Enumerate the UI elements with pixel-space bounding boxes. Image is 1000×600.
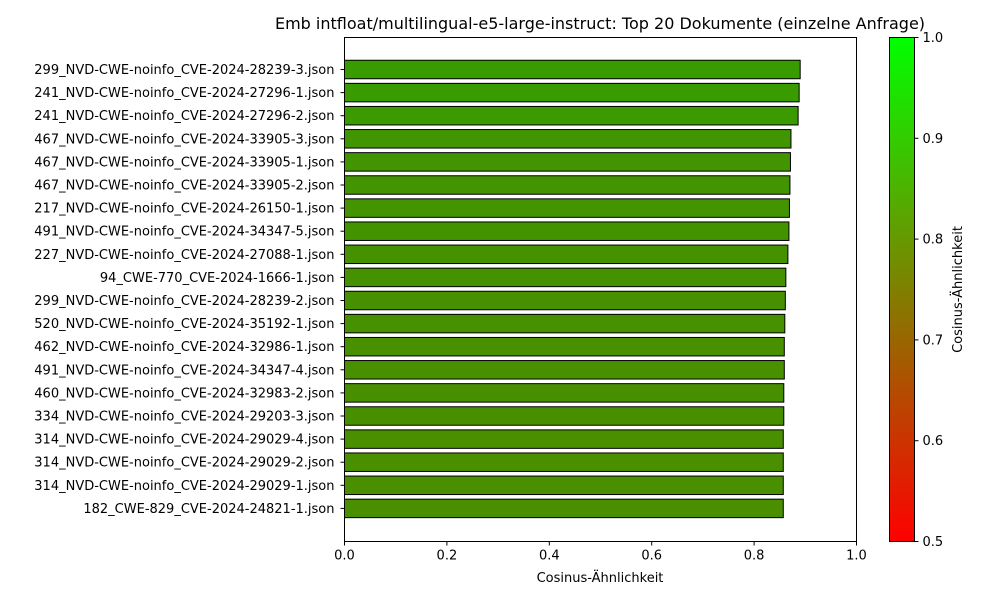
y-tick-label: 94_CWE-770_CVE-2024-1666-1.json xyxy=(100,271,335,286)
bar xyxy=(344,221,790,241)
bar xyxy=(344,59,801,80)
bar xyxy=(344,383,785,403)
y-tick-label: 467_NVD-CWE-noinfo_CVE-2024-33905-3.json xyxy=(34,132,334,147)
bar xyxy=(344,429,784,449)
y-tick-label: 467_NVD-CWE-noinfo_CVE-2024-33905-1.json xyxy=(34,155,334,170)
y-tick-label: 462_NVD-CWE-noinfo_CVE-2024-32986-1.json xyxy=(34,340,334,355)
bar xyxy=(344,267,787,288)
colorbar-gradient xyxy=(889,37,915,542)
bar xyxy=(344,313,786,334)
y-tick-label: 299_NVD-CWE-noinfo_CVE-2024-28239-3.json xyxy=(34,63,334,78)
colorbar-tick-label: 0.9 xyxy=(923,132,944,147)
y-tick-label: 520_NVD-CWE-noinfo_CVE-2024-35192-1.json xyxy=(34,317,334,332)
bar xyxy=(344,336,785,357)
colorbar-tick-label: 0.6 xyxy=(923,434,944,449)
x-axis: 0.0 0.2 0.4 0.6 0.8 1.0 xyxy=(334,541,867,564)
x-tick-label: 0.4 xyxy=(539,549,560,564)
y-tick-label: 467_NVD-CWE-noinfo_CVE-2024-33905-2.json xyxy=(34,179,334,194)
colorbar-label: Cosinus-Ähnlichkeit xyxy=(950,226,966,353)
colorbar-tick-label: 1.0 xyxy=(923,31,944,46)
chart-title: Emb intfloat/multilingual-e5-large-instr… xyxy=(275,14,925,33)
bar xyxy=(344,475,784,496)
y-tick-label: 217_NVD-CWE-noinfo_CVE-2024-26150-1.json xyxy=(34,202,334,217)
x-tick-label: 1.0 xyxy=(846,549,867,564)
bar xyxy=(344,498,784,519)
x-tick-label: 0.0 xyxy=(334,549,355,564)
y-tick-label: 314_NVD-CWE-noinfo_CVE-2024-29029-2.json xyxy=(34,456,334,471)
bar xyxy=(344,406,785,426)
bar xyxy=(344,452,784,472)
y-tick-label: 227_NVD-CWE-noinfo_CVE-2024-27088-1.json xyxy=(34,248,334,263)
bar xyxy=(344,290,786,311)
y-tick-label: 314_NVD-CWE-noinfo_CVE-2024-29029-4.json xyxy=(34,433,334,448)
colorbar-tick-label: 0.8 xyxy=(923,233,944,248)
bar xyxy=(344,152,791,172)
bar xyxy=(344,360,785,380)
x-tick-label: 0.8 xyxy=(744,549,765,564)
y-axis: 299_NVD-CWE-noinfo_CVE-2024-28239-3.json… xyxy=(34,63,345,517)
colorbar: 0.5 0.6 0.7 0.8 0.9 1.0 Cosinus-Ähnlichkeit xyxy=(889,31,966,550)
x-tick-label: 0.2 xyxy=(437,549,458,564)
y-tick-label: 314_NVD-CWE-noinfo_CVE-2024-29029-1.json xyxy=(34,479,334,494)
bar xyxy=(344,244,789,265)
x-axis-label: Cosinus-Ähnlichkeit xyxy=(537,570,664,586)
x-tick-label: 0.6 xyxy=(641,549,662,564)
bar xyxy=(344,129,792,149)
y-tick-label: 182_CWE-829_CVE-2024-24821-1.json xyxy=(83,502,334,517)
colorbar-tick-label: 0.7 xyxy=(923,333,944,348)
colorbar-tick-label: 0.5 xyxy=(923,535,944,550)
bar xyxy=(344,198,790,218)
y-tick-label: 241_NVD-CWE-noinfo_CVE-2024-27296-1.json xyxy=(34,86,334,101)
y-tick-label: 334_NVD-CWE-noinfo_CVE-2024-29203-3.json xyxy=(34,410,334,425)
bar xyxy=(344,105,799,126)
y-tick-label: 491_NVD-CWE-noinfo_CVE-2024-34347-4.json xyxy=(34,363,334,378)
y-tick-label: 491_NVD-CWE-noinfo_CVE-2024-34347-5.json xyxy=(34,225,334,240)
bars-group xyxy=(344,59,801,519)
bar xyxy=(344,175,791,195)
bar xyxy=(344,82,800,103)
y-tick-label: 241_NVD-CWE-noinfo_CVE-2024-27296-2.json xyxy=(34,109,334,124)
plot-frame xyxy=(344,37,857,542)
y-tick-label: 299_NVD-CWE-noinfo_CVE-2024-28239-2.json xyxy=(34,294,334,309)
y-tick-label: 460_NVD-CWE-noinfo_CVE-2024-32983-2.json xyxy=(34,386,334,401)
